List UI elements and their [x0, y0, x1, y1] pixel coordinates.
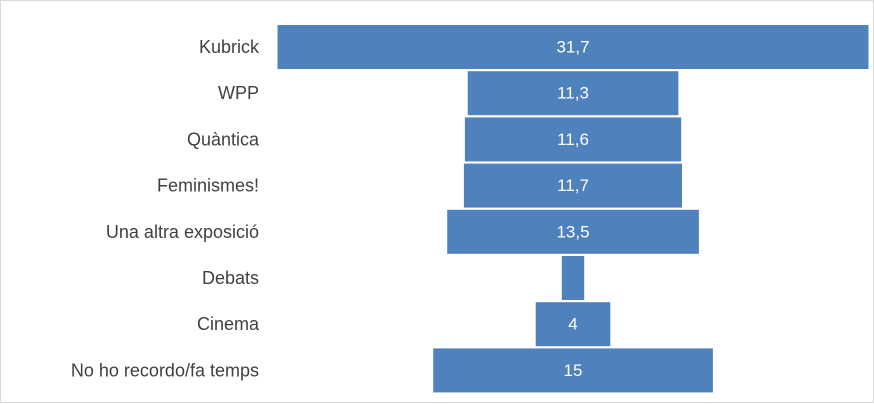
bar [467, 71, 679, 116]
bar-value-label: 11,7 [557, 176, 589, 195]
bar [561, 256, 585, 300]
bar-value-label: 13,5 [556, 222, 589, 241]
bar [464, 117, 682, 162]
bar-value-label: 4 [568, 315, 577, 334]
category-label: Quàntica [187, 129, 260, 149]
bar [447, 209, 699, 254]
bar [433, 348, 713, 393]
bar-value-label: 11,6 [557, 130, 589, 149]
category-label: Debats [202, 268, 259, 288]
category-label: Feminismes! [157, 176, 259, 196]
bar-value-label: 11,3 [557, 84, 589, 103]
bar [535, 302, 611, 347]
category-label: Una altra exposició [106, 222, 259, 242]
bar-data-labels: 31,7 11,3 11,6 11,7 13,5 4 15 [556, 38, 589, 380]
bar [277, 25, 869, 69]
category-label: Kubrick [199, 37, 260, 57]
category-labels: Kubrick WPP Quàntica Feminismes! Una altra e… [71, 37, 260, 380]
category-label: WPP [218, 83, 259, 103]
bar-value-label: 31,7 [556, 38, 589, 57]
category-label: Cinema [197, 314, 260, 334]
bars [277, 25, 869, 393]
category-label: No ho recordo/fa temps [71, 360, 259, 380]
bar-value-label: 15 [564, 361, 583, 380]
bar [463, 163, 682, 208]
